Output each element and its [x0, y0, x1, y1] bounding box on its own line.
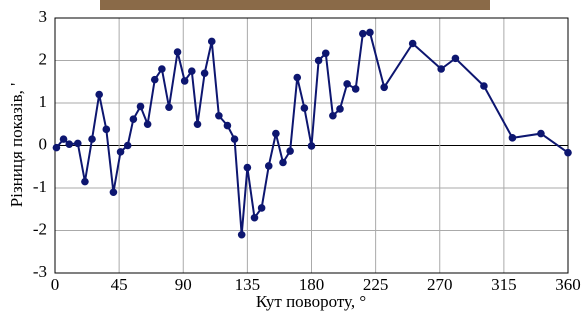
data-point: [103, 126, 111, 134]
y-axis-label: Різниця показів, ': [7, 83, 26, 207]
data-point: [437, 65, 445, 73]
data-point: [208, 38, 216, 46]
x-tick-label: 180: [299, 275, 325, 294]
chart: Кут повороту, ° Різниця показів, ' -3 -2 -…: [0, 0, 587, 316]
data-point: [188, 67, 196, 75]
data-point: [151, 76, 159, 84]
data-point: [301, 104, 309, 112]
x-tick-label: 90: [175, 275, 192, 294]
data-point: [251, 214, 259, 222]
x-tick-label: 135: [235, 275, 261, 294]
data-point: [144, 120, 152, 128]
data-point: [537, 130, 545, 138]
data-point: [509, 134, 517, 142]
y-tick-label: 2: [39, 49, 48, 68]
data-point: [88, 135, 96, 143]
data-point: [409, 40, 417, 48]
y-tick-label: 3: [39, 7, 48, 26]
data-point: [194, 120, 202, 128]
data-point: [322, 49, 330, 57]
data-point: [238, 231, 246, 239]
x-tick-label: 45: [111, 275, 128, 294]
x-axis-label: Кут повороту, °: [256, 292, 366, 311]
data-point: [81, 178, 89, 186]
data-point: [452, 55, 460, 63]
data-point: [286, 147, 294, 155]
data-point: [110, 188, 118, 196]
data-point: [181, 77, 189, 85]
data-point: [53, 144, 61, 152]
x-tick-label: 315: [491, 275, 517, 294]
data-point: [380, 83, 388, 91]
data-point: [352, 85, 360, 93]
y-tick-label: 0: [39, 134, 48, 153]
data-line: [56, 32, 568, 234]
x-tick-label: 360: [555, 275, 581, 294]
data-point: [74, 140, 82, 148]
data-point: [564, 149, 572, 157]
data-point: [137, 103, 145, 111]
data-point: [265, 162, 273, 170]
data-point: [258, 204, 266, 212]
data-point: [158, 65, 166, 73]
data-point: [124, 142, 132, 150]
y-tick-label: -1: [33, 177, 47, 196]
data-point: [480, 82, 488, 90]
data-point: [366, 29, 374, 37]
y-tick-label: -3: [33, 262, 47, 281]
data-point: [174, 48, 182, 56]
x-tick-label: 270: [427, 275, 453, 294]
x-tick-label: 0: [51, 275, 60, 294]
data-point: [215, 112, 223, 120]
y-tick-label: -2: [33, 219, 47, 238]
data-point: [65, 140, 73, 148]
data-point: [224, 122, 232, 130]
data-point: [272, 130, 280, 138]
data-point: [60, 135, 68, 143]
photo-strip: [100, 0, 490, 10]
data-point: [359, 30, 367, 38]
data-point: [336, 105, 344, 113]
data-point: [308, 142, 316, 150]
data-point: [95, 91, 103, 99]
x-tick-label: 225: [363, 275, 389, 294]
data-point: [329, 112, 337, 120]
data-point: [201, 69, 209, 77]
data-point: [279, 159, 287, 167]
data-point: [315, 57, 323, 65]
data-point: [165, 103, 173, 111]
data-point: [130, 115, 138, 123]
data-point: [343, 80, 351, 88]
data-point: [244, 164, 252, 172]
data-point: [231, 135, 239, 143]
y-tick-label: 1: [39, 92, 48, 111]
data-point: [117, 148, 125, 156]
data-point: [293, 74, 301, 82]
